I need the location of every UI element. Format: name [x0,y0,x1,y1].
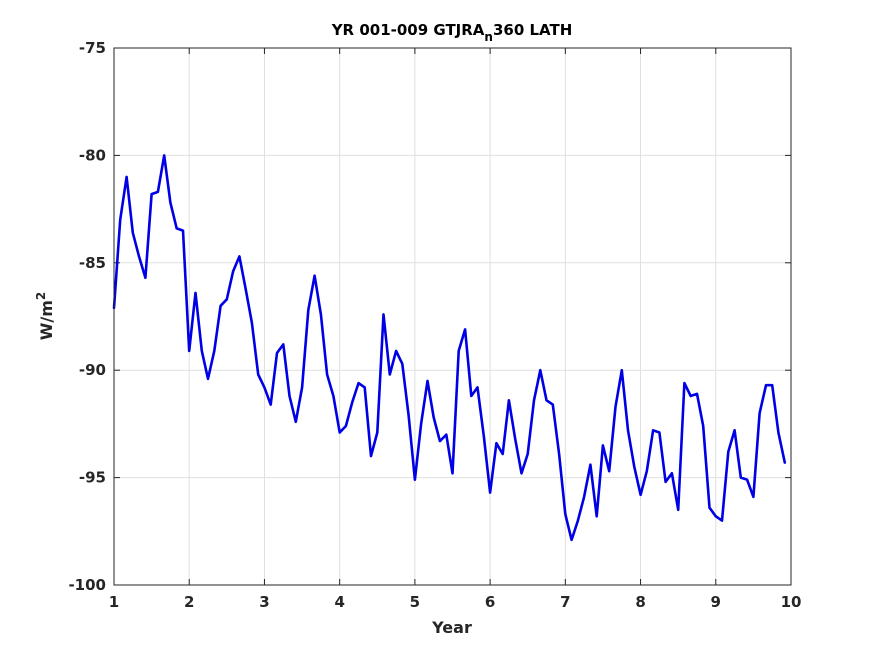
y-tick-label: -75 [79,39,106,57]
chart-title-tail: 360 LATH [493,21,572,39]
x-tick-label: 4 [334,593,344,611]
series-line [112,154,787,542]
x-tick-label: 7 [560,593,570,611]
y-tick-labels: -100 -95 -90 -85 -80 -75 [68,39,106,594]
x-tick-label: 9 [711,593,721,611]
chart-title-main: YR 001-009 GTJRA [331,21,485,39]
x-axis-label: Year [431,618,472,637]
x-tick-label: 8 [635,593,645,611]
x-tick-label: 6 [485,593,495,611]
x-tick-label: 3 [259,593,269,611]
y-tick-label: -100 [68,576,106,594]
y-tick-label: -90 [79,361,106,379]
y-tick-label: -95 [79,469,106,487]
chart-title-subscript: n [484,30,493,44]
x-tick-label: 5 [410,593,420,611]
x-tick-label: 2 [184,593,194,611]
plot-frame [113,47,792,586]
chart-title: YR 001-009 GTJRAn360 LATH [331,21,573,44]
y-tick-label: -80 [79,146,106,164]
plot-background [114,48,791,585]
y-axis-label: W/m2 [34,292,56,341]
y-axis-label-base: W/m [37,300,56,340]
y-axis-label-superscript: 2 [34,292,48,300]
x-tick-label: 10 [781,593,802,611]
y-tick-label: -85 [79,254,106,272]
x-tick-label: 1 [109,593,119,611]
x-tick-labels: 1 2 3 4 5 6 7 8 9 10 [109,593,802,611]
